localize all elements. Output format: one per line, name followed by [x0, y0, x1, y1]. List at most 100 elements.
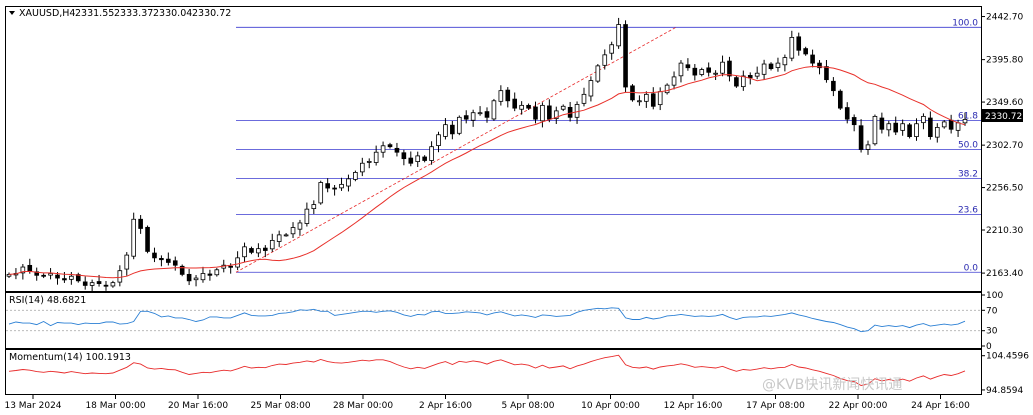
candle-body: [588, 80, 594, 97]
candle: [685, 58, 691, 71]
watermark: @KVB快讯新闻快讯通: [762, 377, 902, 393]
candle-body: [540, 104, 545, 122]
candle: [540, 102, 545, 128]
candle: [82, 276, 88, 290]
candle: [166, 252, 171, 266]
candle: [359, 157, 365, 177]
candle-body: [831, 80, 836, 92]
candle: [962, 112, 968, 126]
momentum-label: Momentum(14) 100.1913: [9, 352, 131, 363]
fibonacci-retracement[interactable]: 100.0 61.8 50.0 38.2 23.6 0.0: [235, 18, 981, 273]
candle-body: [470, 112, 476, 121]
candle: [741, 70, 746, 91]
candle: [865, 140, 871, 155]
candle-body: [609, 44, 615, 54]
candle: [353, 170, 358, 182]
candle: [325, 178, 330, 193]
candle-body: [727, 60, 732, 77]
chart-menu-triangle-icon[interactable]: [9, 11, 15, 15]
candle-body: [796, 36, 802, 51]
price-tick-label: 2302.70: [986, 141, 1023, 151]
candle-body: [69, 275, 74, 280]
time-tick-label: 22 Apr 00:00: [829, 401, 888, 411]
candle: [637, 95, 642, 106]
candle-body: [394, 147, 400, 153]
candle-body: [117, 270, 123, 283]
price-tick-label: 2256.50: [986, 184, 1023, 194]
candle-body: [941, 121, 947, 128]
time-tick-label: 17 Apr 08:00: [746, 401, 805, 411]
candle-body: [55, 274, 60, 279]
candle-body: [373, 151, 379, 163]
candle-body: [415, 155, 421, 162]
candle-body: [810, 54, 815, 64]
candle-body: [955, 122, 961, 131]
ohlc-open: 2331.55: [75, 8, 114, 19]
candle: [609, 41, 615, 60]
momentum-tick-label: 104.4596: [986, 352, 1029, 362]
candle-body: [560, 105, 566, 110]
candle: [186, 268, 192, 286]
candle: [401, 149, 407, 166]
candle-body: [616, 24, 621, 47]
candle-body: [477, 112, 483, 115]
price-axis: 2442.70 2395.80 2349.60 2302.70 2256.50 2210.…: [981, 13, 1023, 279]
candle-body: [200, 273, 206, 281]
candle-body: [304, 208, 310, 224]
candle: [214, 267, 220, 277]
candle-body: [283, 234, 289, 237]
candle-body: [484, 111, 490, 118]
candle-body: [768, 63, 774, 70]
candle-body: [235, 257, 240, 268]
rsi-plot: 100 70 30 0: [6, 291, 1003, 352]
price-tick-label: 2349.60: [986, 98, 1023, 108]
momentum-panel-frame: [5, 349, 982, 395]
rsi-tick-label: 0: [986, 342, 992, 352]
candle-body: [353, 172, 358, 180]
candle: [263, 245, 268, 258]
candle-body: [124, 254, 130, 270]
candle-body: [533, 106, 538, 120]
candle: [450, 120, 455, 140]
candle: [55, 272, 60, 285]
candle-body: [512, 98, 518, 109]
candle-body: [463, 115, 469, 120]
candle-body: [851, 117, 857, 126]
candle-body: [581, 93, 587, 104]
candle-body: [75, 274, 81, 282]
candle: [380, 141, 386, 158]
candle-body: [387, 144, 393, 148]
candle-body: [837, 90, 843, 109]
candle: [339, 177, 344, 191]
price-tick-label: 2395.80: [986, 56, 1023, 66]
candle: [422, 155, 427, 163]
candle-body: [325, 183, 330, 189]
candle-body: [214, 269, 220, 276]
candle: [553, 106, 559, 125]
time-tick-label: 24 Apr 16:00: [911, 401, 970, 411]
candle: [810, 49, 815, 68]
candle-body: [172, 260, 178, 266]
rsi-tick-label: 30: [986, 327, 998, 337]
current-price-value: 2330.72: [985, 112, 1022, 122]
candle: [671, 71, 677, 90]
candle: [297, 219, 303, 236]
candle: [879, 112, 885, 134]
candle-body: [96, 281, 102, 284]
candle-body: [775, 62, 781, 68]
rsi-tick-label: 100: [986, 291, 1003, 301]
candle-body: [574, 104, 580, 118]
price-panel-frame: [5, 6, 982, 292]
candle: [789, 30, 795, 62]
candle: [824, 59, 829, 83]
candle: [172, 256, 178, 271]
candle-body: [602, 54, 608, 66]
candle: [851, 114, 857, 132]
candle-body: [900, 123, 905, 131]
candle-body: [754, 72, 760, 77]
candle: [547, 99, 552, 123]
candle: [436, 131, 441, 153]
candle: [837, 89, 843, 110]
candle-body: [567, 106, 573, 118]
